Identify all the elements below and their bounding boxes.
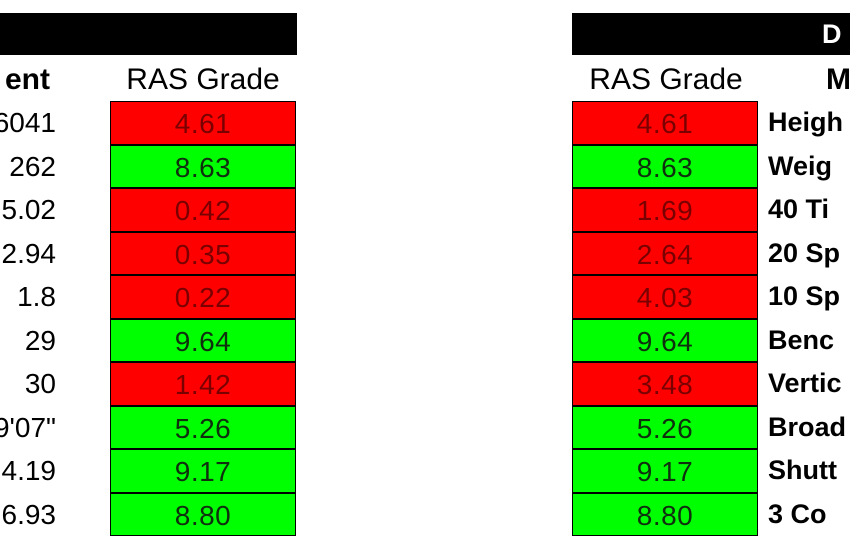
left-header-bar: [0, 13, 297, 55]
right-header-bar: D: [572, 13, 850, 55]
ras-grade-cell: 8.63: [572, 144, 758, 188]
measure-label: Weig: [768, 150, 833, 181]
measurement-value-cell: 4.19: [0, 449, 64, 493]
left-measurement-header-text: ent: [5, 63, 50, 96]
ras-grade-cell: 4.03: [572, 275, 758, 319]
measurement-value: 29: [24, 324, 56, 356]
left-measurement-header: ent: [0, 60, 52, 100]
measure-label: Broad: [768, 411, 847, 442]
measure-label: 3 Co: [768, 498, 827, 529]
measure-label: Benc: [768, 324, 835, 355]
measurement-value-cell: 6.93: [0, 493, 64, 537]
ras-grade-cell: 2.64: [572, 231, 758, 275]
measurement-value: 262: [9, 150, 56, 182]
measurement-value: 1.8: [17, 281, 56, 312]
ras-grade-cell: 9.64: [572, 318, 758, 362]
measurement-value: 30: [24, 368, 56, 399]
measurement-value: 6.93: [1, 498, 57, 530]
ras-grade-cell: 4.61: [572, 101, 758, 145]
ras-grade-cell: 1.42: [110, 362, 296, 406]
measurement-value: 4.19: [1, 455, 57, 486]
measure-label: Heigh: [768, 107, 844, 137]
right-ras-grade-header: RAS Grade: [589, 63, 743, 96]
ras-grade-cell: 5.26: [110, 405, 296, 449]
ras-grade-cell: 8.80: [110, 492, 296, 536]
ras-grade-cell: 9.64: [110, 318, 296, 362]
measurement-value-cell: 1.8: [0, 275, 64, 319]
measure-label: 20 Sp: [768, 237, 841, 268]
ras-grade-cell: 0.22: [110, 275, 296, 319]
measurement-value: 2.94: [1, 237, 57, 269]
measure-label: Vertic: [768, 368, 842, 398]
ras-grade-cell: 8.80: [572, 492, 758, 536]
measurement-value-cell: 5.02: [0, 188, 64, 232]
ras-grade-cell: 9.17: [110, 449, 296, 493]
measurement-value-cell: 9'07": [0, 406, 64, 450]
ras-grade-cell: 8.63: [110, 144, 296, 188]
right-header-bar-text: D: [822, 19, 842, 49]
right-measure-header: M: [760, 60, 850, 100]
ras-grade-cell: 5.26: [572, 405, 758, 449]
measurement-value-cell: 29: [0, 319, 64, 363]
ras-grade-cell: 0.35: [110, 231, 296, 275]
ras-grade-cell: 3.48: [572, 362, 758, 406]
left-ras-grade-header: RAS Grade: [126, 63, 280, 96]
measurement-value: 9'07": [0, 411, 56, 443]
measure-label: 40 Ti: [768, 194, 830, 224]
measurement-value-cell: 30: [0, 362, 64, 406]
ras-grade-cell: 9.17: [572, 449, 758, 493]
measure-label: Shutt: [768, 455, 837, 485]
ras-grade-cell: 1.69: [572, 188, 758, 232]
measurement-value-cell: 262: [0, 145, 64, 189]
measurement-value-cell: 2.94: [0, 232, 64, 276]
measure-label: 10 Sp: [768, 281, 841, 311]
ras-grade-cell: 0.42: [110, 188, 296, 232]
measurement-value: 5.02: [1, 194, 57, 225]
measurement-value: 6041: [0, 107, 56, 138]
right-measure-header-text: M: [826, 63, 850, 96]
measurement-value-cell: 6041: [0, 101, 64, 145]
ras-grade-cell: 4.61: [110, 101, 296, 145]
